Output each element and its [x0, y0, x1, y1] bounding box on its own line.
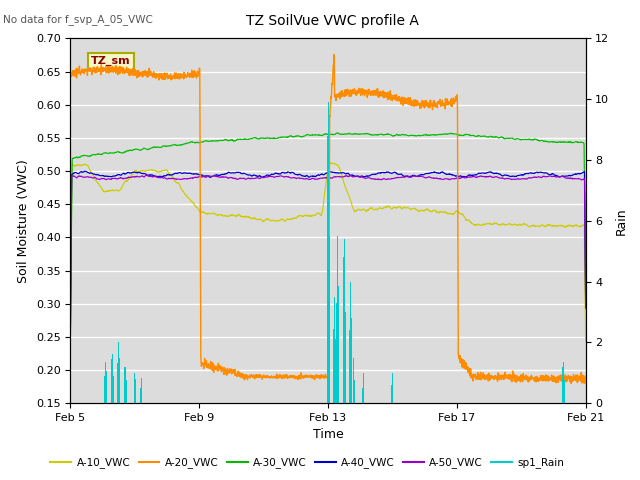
Legend: A-10_VWC, A-20_VWC, A-30_VWC, A-40_VWC, A-50_VWC, sp1_Rain: A-10_VWC, A-20_VWC, A-30_VWC, A-40_VWC, …: [46, 453, 568, 472]
Text: TZ SoilVue VWC profile A: TZ SoilVue VWC profile A: [246, 14, 419, 28]
Y-axis label: Rain: Rain: [615, 207, 628, 235]
X-axis label: Time: Time: [312, 429, 344, 442]
Text: TZ_sm: TZ_sm: [91, 56, 131, 66]
Text: No data for f_svp_A_05_VWC: No data for f_svp_A_05_VWC: [3, 14, 153, 25]
Y-axis label: Soil Moisture (VWC): Soil Moisture (VWC): [17, 159, 30, 283]
